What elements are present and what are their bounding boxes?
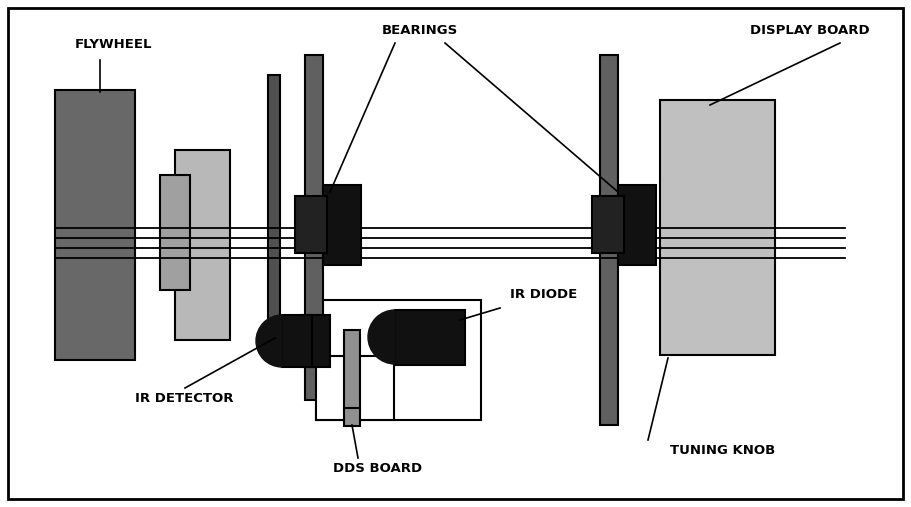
Bar bbox=[160, 175, 190, 290]
Text: FLYWHEEL: FLYWHEEL bbox=[75, 39, 152, 52]
Bar bbox=[295, 196, 327, 253]
Text: BEARINGS: BEARINGS bbox=[382, 23, 458, 37]
Bar bbox=[316, 356, 394, 420]
Text: IR DETECTOR: IR DETECTOR bbox=[135, 391, 233, 405]
Bar bbox=[268, 75, 280, 350]
Bar bbox=[175, 150, 230, 340]
Bar bbox=[618, 185, 656, 265]
Bar bbox=[316, 300, 481, 420]
Text: IR DIODE: IR DIODE bbox=[510, 288, 578, 302]
Bar bbox=[302, 315, 330, 367]
Bar bbox=[305, 55, 323, 400]
Bar bbox=[55, 90, 135, 360]
Bar bbox=[344, 330, 360, 410]
Bar bbox=[395, 310, 465, 365]
Bar bbox=[592, 196, 624, 253]
Bar bbox=[323, 185, 361, 265]
Text: TUNING KNOB: TUNING KNOB bbox=[670, 444, 775, 456]
Text: DISPLAY BOARD: DISPLAY BOARD bbox=[751, 23, 870, 37]
Wedge shape bbox=[368, 310, 395, 364]
Bar bbox=[282, 315, 312, 367]
Bar bbox=[660, 100, 775, 355]
Bar bbox=[600, 55, 618, 425]
Text: DDS BOARD: DDS BOARD bbox=[333, 461, 423, 475]
Bar bbox=[344, 408, 360, 426]
Wedge shape bbox=[256, 315, 282, 367]
